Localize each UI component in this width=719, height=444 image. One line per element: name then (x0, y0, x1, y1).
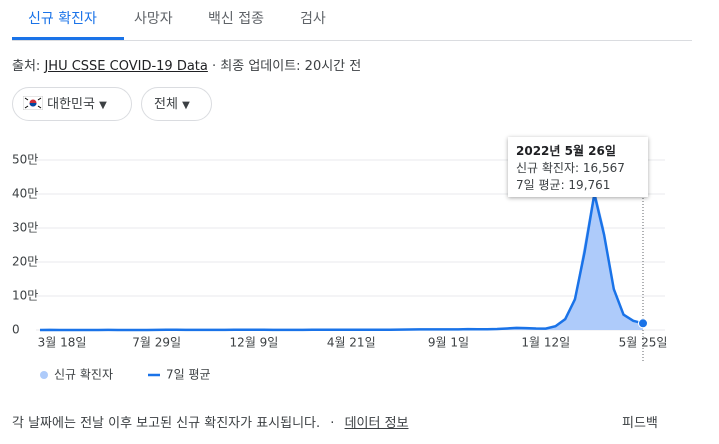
y-tick-label: 40만 (12, 187, 38, 201)
average-line (39, 193, 644, 332)
source-line: 출처: JHU CSSE COVID-19 Data · 최종 업데이트: 20… (12, 55, 361, 74)
x-tick-label: 7월 29일 (132, 336, 181, 350)
daily-area (40, 187, 643, 330)
range-dropdown[interactable]: 전체 ▼ (141, 87, 212, 121)
updated: · 최종 업데이트: 20시간 전 (212, 59, 362, 74)
x-tick-label: 12월 9일 (230, 336, 279, 350)
x-tick-label: 3월 18일 (38, 336, 87, 350)
y-tick-label: 10만 (12, 289, 38, 303)
y-tick-label: 20만 (12, 255, 38, 269)
x-tick-label: 4월 21일 (327, 336, 376, 350)
dropdown-label: 대한민국 (47, 97, 95, 112)
dropdown-label: 전체 (154, 97, 178, 112)
tab[interactable]: 사망자 (134, 11, 173, 27)
legend-label: 7일 평균 (166, 368, 211, 382)
y-tick-label: 30만 (12, 221, 38, 235)
source-prefix: 출처: (12, 59, 41, 74)
y-tick-label: 50만 (12, 153, 38, 167)
hover-dot (638, 318, 648, 329)
country-dropdown[interactable]: 대한민국 ▼ (12, 87, 132, 121)
tooltip-line: 신규 확진자: 16,567 (516, 161, 625, 175)
separator: · (330, 416, 335, 431)
tooltip-line: 7일 평균: 19,761 (516, 178, 611, 192)
x-tick-label: 1월 12일 (521, 336, 570, 350)
footer: 각 날짜에는 전날 이후 보고된 신규 확진자가 표시됩니다. · 데이터 정보 (12, 412, 409, 431)
feedback[interactable]: 피드백 (622, 416, 658, 431)
tooltip-title: 2022년 5월 26일 (516, 144, 616, 158)
tab[interactable]: 검사 (300, 11, 326, 27)
divider (12, 40, 692, 41)
legend-label: 신규 확진자 (54, 368, 113, 382)
tooltip: 2022년 5월 26일 신규 확진자: 16,567 7일 평균: 19,76… (508, 137, 648, 197)
tab-indicator (12, 37, 124, 40)
source-link[interactable]: JHU CSSE COVID-19 Data (44, 59, 208, 74)
x-tick-label: 9월 1일 (428, 336, 469, 350)
tab[interactable]: 백신 접종 (208, 11, 264, 27)
y-tick-label: 0 (12, 323, 20, 337)
footer-note: 각 날짜에는 전날 이후 보고된 신규 확진자가 표시됩니다. (12, 416, 321, 431)
data-link[interactable]: 데이터 정보 (344, 416, 409, 431)
legend-dot (40, 371, 48, 379)
tab[interactable]: 신규 확진자 (28, 11, 97, 27)
